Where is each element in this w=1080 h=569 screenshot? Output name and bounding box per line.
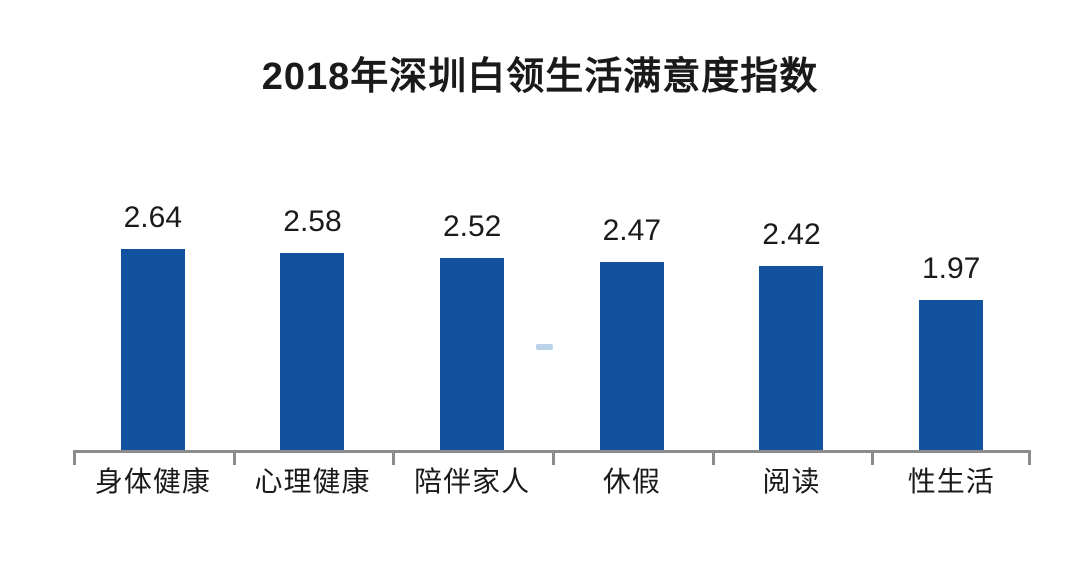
x-axis-labels: 身体健康 心理健康 陪伴家人 休假 阅读 性生活 <box>73 462 1031 502</box>
axis-tick <box>552 450 555 465</box>
bar-group: 2.58 <box>233 180 393 451</box>
bar-group: 2.64 <box>73 180 233 451</box>
bar-value-label: 1.97 <box>921 252 981 285</box>
bar-value-label: 2.58 <box>283 205 342 238</box>
bar-value-label: 2.64 <box>123 201 183 234</box>
bar-value-label: 2.42 <box>762 218 821 251</box>
bar <box>759 266 824 451</box>
chart-title: 2018年深圳白领生活满意度指数 <box>261 56 819 98</box>
axis-tick <box>392 450 396 465</box>
bar <box>120 249 185 451</box>
plot-area: 2.64 2.58 2.52 2.47 2.42 1.97 <box>73 180 1031 451</box>
bar-value-label: 2.52 <box>442 210 502 243</box>
bar-group: 1.97 <box>871 180 1031 451</box>
axis-tick <box>871 450 875 465</box>
axis-tick <box>73 450 76 465</box>
x-axis-label: 陪伴家人 <box>414 466 531 497</box>
x-axis-label: 心理健康 <box>254 466 371 497</box>
axis-tick <box>1028 450 1031 465</box>
bar <box>599 262 664 451</box>
bar-group: 2.47 <box>552 180 712 451</box>
x-axis <box>73 450 1031 465</box>
bar-group: 2.52 <box>392 180 552 451</box>
x-axis-label: 身体健康 <box>94 466 211 497</box>
x-axis-label: 性生活 <box>907 466 995 497</box>
watermark-dash <box>536 344 553 350</box>
x-axis-label: 阅读 <box>762 466 821 497</box>
axis-tick <box>232 450 236 465</box>
bar-value-label: 2.47 <box>602 214 662 247</box>
bar <box>280 253 345 451</box>
bar-group: 2.42 <box>712 180 872 451</box>
axis-tick <box>711 450 715 465</box>
bar <box>440 258 505 451</box>
bar <box>919 300 984 451</box>
x-axis-label: 休假 <box>602 466 661 497</box>
